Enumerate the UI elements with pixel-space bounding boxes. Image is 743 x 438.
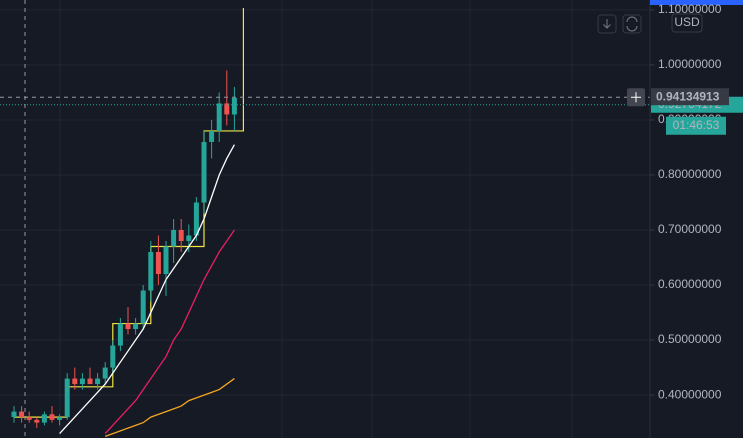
step-line bbox=[14, 8, 244, 418]
candle-body bbox=[201, 141, 207, 203]
candle-body bbox=[193, 202, 199, 236]
candle-body bbox=[186, 235, 192, 242]
top-bar bbox=[650, 0, 743, 5]
candle-body bbox=[125, 323, 131, 330]
plot bbox=[0, 8, 650, 437]
candle-body bbox=[72, 378, 78, 385]
crosshair-price-label: 0.94134913 bbox=[656, 89, 720, 103]
candle-body bbox=[79, 378, 85, 385]
y-tick-label: 1.00000000 bbox=[658, 57, 722, 71]
candle-body bbox=[163, 246, 169, 275]
candle-body bbox=[49, 414, 55, 420]
candle-body bbox=[178, 230, 184, 242]
y-tick-label: 0.50000000 bbox=[658, 332, 722, 346]
candle-body bbox=[34, 419, 40, 423]
candle-body bbox=[133, 323, 139, 330]
reset-button[interactable] bbox=[622, 14, 642, 34]
candle-body bbox=[140, 290, 146, 324]
candle-body bbox=[209, 130, 215, 142]
scroll-icon bbox=[603, 19, 611, 29]
grid bbox=[59, 0, 573, 438]
y-tick-label: 1.10000000 bbox=[658, 2, 722, 16]
moving-average bbox=[104, 378, 235, 437]
candle-body bbox=[110, 345, 116, 368]
candle-body bbox=[155, 252, 161, 275]
scroll-button[interactable] bbox=[597, 14, 617, 34]
price-axis: 0.40000000 0.50000000 0.60000000 0.70000000… bbox=[650, 2, 722, 401]
candle-body bbox=[148, 252, 154, 291]
candle-body bbox=[41, 414, 47, 423]
candle-body bbox=[26, 417, 32, 420]
y-tick-label: 0.70000000 bbox=[658, 222, 722, 236]
moving-average bbox=[59, 144, 235, 435]
y-tick-label: 0.80000000 bbox=[658, 167, 722, 181]
candle-body bbox=[117, 323, 123, 346]
y-tick-label: 0.60000000 bbox=[658, 277, 722, 291]
candle-body bbox=[19, 411, 25, 418]
crosshair-price-box bbox=[651, 88, 729, 106]
plus-icon bbox=[631, 92, 641, 103]
currency-box[interactable] bbox=[671, 13, 703, 33]
candle-body bbox=[11, 411, 17, 418]
countdown-box bbox=[666, 116, 726, 135]
candle-body bbox=[231, 97, 237, 115]
candle-body bbox=[224, 103, 230, 115]
reset-icon bbox=[626, 16, 638, 32]
candle-body bbox=[216, 103, 222, 131]
candle-body bbox=[102, 367, 108, 379]
candle-body bbox=[87, 378, 93, 385]
candle-body bbox=[95, 378, 101, 385]
moving-average bbox=[104, 229, 235, 435]
countdown-label: 01:46:53 bbox=[673, 118, 720, 132]
candle-body bbox=[171, 230, 177, 247]
y-tick-label: 0.40000000 bbox=[658, 387, 722, 401]
currency: USD bbox=[674, 15, 700, 29]
candle-body bbox=[64, 378, 70, 418]
candle-body bbox=[57, 417, 63, 420]
